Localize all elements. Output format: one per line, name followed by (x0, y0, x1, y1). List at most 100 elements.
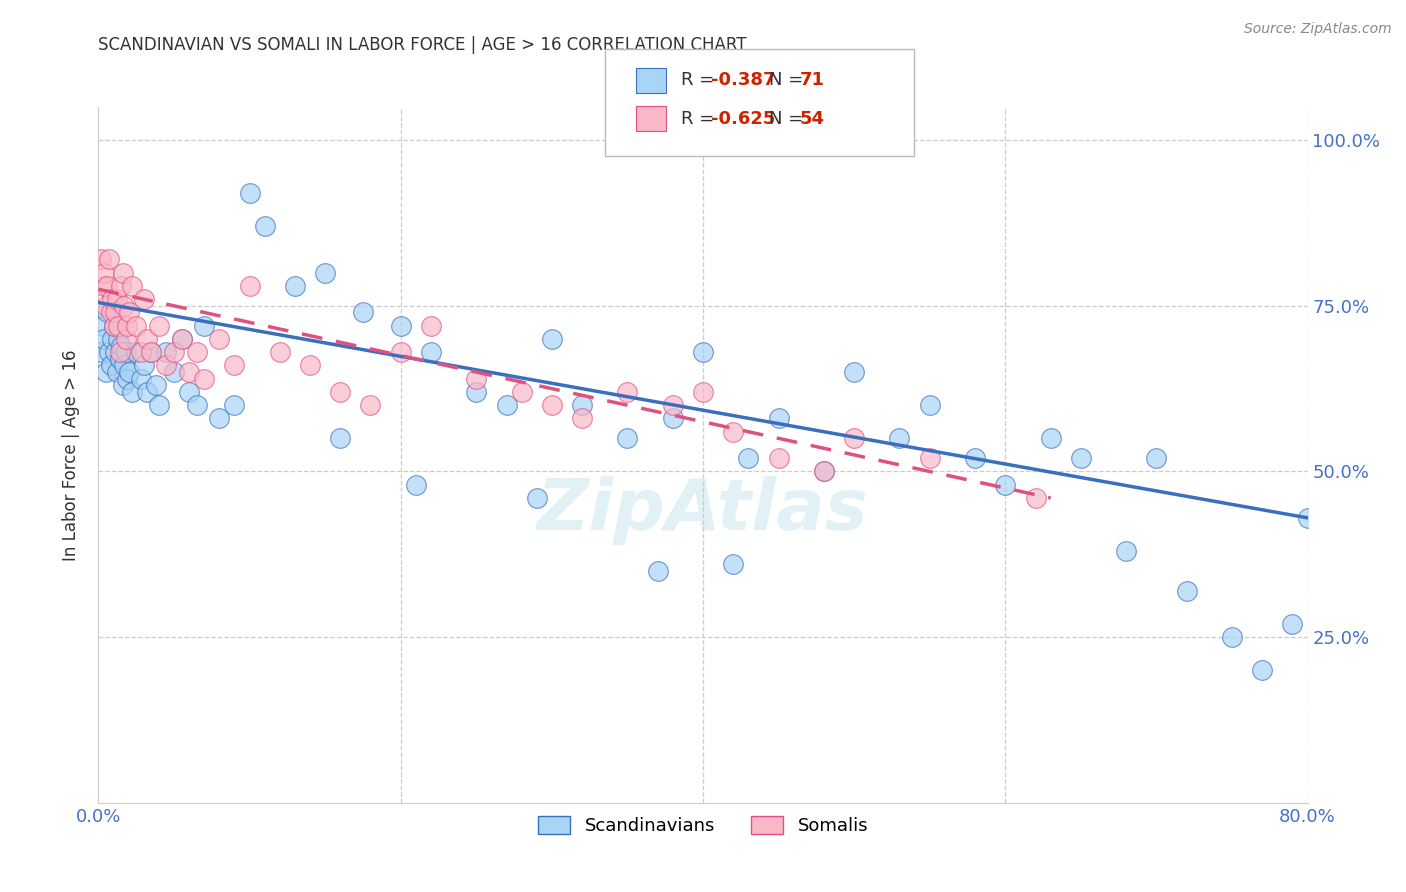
Point (111, 266, 134, 280)
Point (193, 318, 215, 333)
Point (1115, 544, 1137, 558)
Point (98, 252, 121, 267)
Point (90, 252, 112, 267)
Point (148, 398, 170, 412)
Point (1144, 451, 1167, 466)
Point (269, 345, 291, 359)
Point (889, 431, 911, 445)
Point (571, 411, 593, 425)
Point (125, 318, 148, 333)
Point (768, 411, 790, 425)
Text: N =: N = (769, 110, 808, 128)
Point (314, 266, 336, 280)
Point (352, 305, 374, 319)
Point (540, 332, 562, 346)
Point (284, 279, 307, 293)
Point (148, 318, 170, 333)
Text: 54: 54 (800, 110, 825, 128)
Point (465, 384, 488, 399)
Point (98, 345, 121, 359)
Point (465, 372, 488, 386)
Text: R =: R = (681, 110, 720, 128)
Point (107, 318, 129, 333)
Point (125, 345, 148, 359)
Point (526, 491, 548, 505)
Point (224, 398, 246, 412)
Point (239, 279, 262, 293)
Point (112, 299, 135, 313)
Point (1251, 663, 1274, 677)
Point (115, 372, 138, 386)
Point (93, 266, 115, 280)
Point (118, 305, 141, 319)
Point (100, 359, 122, 373)
Point (723, 558, 745, 572)
Point (132, 292, 155, 306)
Point (91, 318, 114, 333)
Point (224, 359, 246, 373)
Point (135, 384, 157, 399)
Point (1281, 616, 1303, 631)
Point (96, 279, 118, 293)
Point (389, 345, 412, 359)
Point (239, 186, 262, 201)
Point (103, 318, 125, 333)
Point (129, 372, 152, 386)
Point (360, 398, 382, 412)
Point (405, 477, 427, 491)
Point (813, 465, 835, 479)
Point (141, 345, 163, 359)
Point (108, 345, 131, 359)
Point (661, 398, 683, 412)
Text: N =: N = (769, 71, 808, 89)
Point (844, 431, 866, 445)
Point (647, 564, 669, 578)
Point (91, 279, 114, 293)
Point (100, 305, 122, 319)
Point (918, 451, 941, 466)
Point (105, 365, 128, 379)
Text: 71: 71 (800, 71, 825, 89)
Point (186, 398, 208, 412)
Point (253, 219, 276, 234)
Point (510, 384, 533, 399)
Point (420, 345, 443, 359)
Point (103, 318, 125, 333)
Point (94, 299, 117, 313)
Point (692, 345, 714, 359)
Point (104, 345, 127, 359)
Point (118, 365, 141, 379)
Point (114, 332, 136, 346)
Text: R =: R = (681, 71, 720, 89)
Point (1039, 431, 1062, 445)
Point (115, 318, 138, 333)
Point (193, 372, 215, 386)
Point (105, 292, 128, 306)
Point (723, 425, 745, 439)
Point (104, 305, 127, 319)
Point (141, 345, 163, 359)
Point (93, 332, 115, 346)
Point (121, 384, 143, 399)
Text: ZipAtlas: ZipAtlas (537, 476, 869, 545)
Point (155, 345, 177, 359)
Point (540, 398, 562, 412)
Point (145, 378, 167, 392)
Point (96, 305, 118, 319)
Point (179, 384, 201, 399)
Point (389, 318, 412, 333)
Point (918, 398, 941, 412)
Point (844, 365, 866, 379)
Point (163, 345, 186, 359)
Point (135, 332, 157, 346)
Point (186, 345, 208, 359)
Point (108, 351, 131, 366)
Point (208, 411, 231, 425)
Point (737, 451, 759, 466)
Point (163, 365, 186, 379)
Point (495, 398, 517, 412)
Point (994, 477, 1017, 491)
Point (132, 359, 155, 373)
Y-axis label: In Labor Force | Age > 16: In Labor Force | Age > 16 (62, 349, 80, 561)
Text: Source: ZipAtlas.com: Source: ZipAtlas.com (1244, 22, 1392, 37)
